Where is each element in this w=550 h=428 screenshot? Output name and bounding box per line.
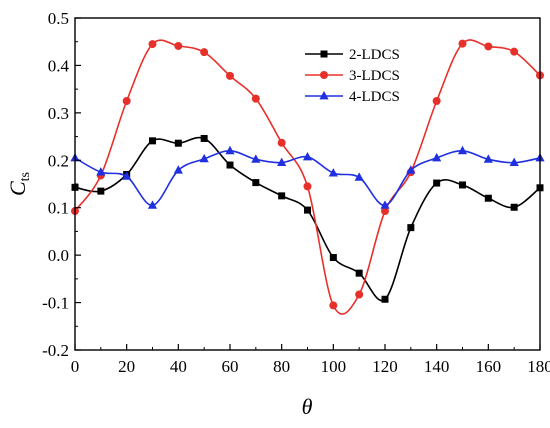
data-point-4-LDCS-60	[225, 145, 235, 155]
data-point-2-LDCS-60	[226, 161, 234, 169]
x-tick-label: 60	[222, 357, 239, 376]
data-point-2-LDCS-10	[97, 187, 105, 195]
y-tick-label: 0.5	[48, 9, 69, 28]
data-point-4-LDCS-170	[509, 157, 519, 167]
data-point-2-LDCS-120	[381, 295, 389, 303]
legend-marker	[320, 50, 328, 58]
x-tick-label: 0	[71, 357, 80, 376]
x-tick-label: 40	[170, 357, 187, 376]
data-point-4-LDCS-150	[457, 145, 468, 155]
x-tick-label: 80	[273, 357, 290, 376]
data-point-4-LDCS-100	[328, 168, 338, 177]
data-point-4-LDCS-50	[199, 153, 209, 163]
series-layer	[70, 39, 545, 315]
data-point-4-LDCS-70	[251, 154, 261, 163]
data-point-4-LDCS-110	[354, 172, 364, 181]
data-point-3-LDCS-100	[329, 301, 338, 310]
data-point-4-LDCS-10	[96, 167, 106, 176]
y-tick-label: 0.3	[48, 104, 69, 123]
data-point-2-LDCS-150	[459, 181, 466, 189]
y-axis-title: Cts	[5, 172, 33, 196]
data-point-3-LDCS-30	[148, 40, 157, 49]
data-point-3-LDCS-170	[510, 47, 519, 56]
y-axis-title-sub: ts	[18, 172, 33, 181]
data-point-3-LDCS-140	[432, 97, 441, 105]
data-point-2-LDCS-130	[407, 224, 415, 232]
data-point-4-LDCS-120	[380, 200, 390, 209]
x-tick-label: 20	[118, 357, 135, 376]
y-tick-label: 0.4	[48, 56, 70, 75]
data-point-2-LDCS-40	[174, 139, 182, 147]
y-tick-label: -0.2	[42, 341, 69, 360]
data-point-3-LDCS-160	[484, 42, 493, 51]
data-point-2-LDCS-140	[433, 179, 441, 187]
data-point-2-LDCS-160	[484, 194, 492, 202]
data-point-4-LDCS-80	[277, 157, 287, 167]
series-4-LDCS	[70, 145, 545, 209]
legend-label: 4-LDCS	[349, 89, 400, 105]
x-axis-title: θ	[302, 394, 313, 419]
y-tick-label: 0.1	[48, 199, 69, 218]
data-point-3-LDCS-70	[251, 94, 260, 103]
legend-item-3-LDCS: 3-LDCS	[305, 68, 400, 84]
data-point-2-LDCS-30	[149, 137, 156, 145]
x-tick-label: 120	[372, 357, 398, 376]
data-point-2-LDCS-80	[278, 192, 286, 200]
data-point-2-LDCS-90	[304, 206, 311, 214]
data-point-4-LDCS-40	[173, 165, 183, 174]
data-point-2-LDCS-170	[510, 203, 518, 211]
data-point-4-LDCS-20	[122, 171, 132, 180]
data-point-3-LDCS-90	[303, 182, 312, 191]
legend-item-2-LDCS: 2-LDCS	[305, 47, 400, 63]
x-tick-label: 180	[527, 357, 550, 376]
legend-marker	[320, 71, 328, 79]
data-point-3-LDCS-60	[226, 71, 234, 80]
data-point-2-LDCS-100	[329, 254, 337, 262]
y-tick-label: -0.1	[42, 294, 69, 313]
data-point-2-LDCS-70	[252, 179, 260, 187]
y-tick-label: 0.0	[48, 246, 69, 265]
y-axis-title-main: C	[5, 181, 30, 196]
series-line-3-LDCS	[74, 39, 541, 315]
legend-item-4-LDCS: 4-LDCS	[305, 89, 400, 105]
legend-label: 3-LDCS	[349, 68, 400, 84]
legend: 2-LDCS 3-LDCS 4-LDCS	[305, 47, 400, 105]
data-point-3-LDCS-120	[381, 207, 389, 216]
data-point-3-LDCS-110	[355, 290, 364, 299]
data-point-4-LDCS-130	[406, 165, 416, 174]
data-point-4-LDCS-30	[147, 200, 158, 209]
legend-marker	[319, 91, 329, 100]
data-point-3-LDCS-80	[277, 138, 286, 147]
data-point-3-LDCS-50	[200, 48, 209, 57]
x-tick-label: 100	[321, 357, 347, 376]
data-point-4-LDCS-90	[302, 151, 313, 161]
ticks-layer: 0 20 40 60 80 100 120 140 160 180 -0.2 -0.1 0.0 0.1 0.…	[42, 9, 550, 376]
legend-label: 2-LDCS	[349, 47, 400, 63]
data-point-3-LDCS-40	[174, 41, 183, 50]
data-point-3-LDCS-150	[458, 39, 467, 48]
series-3-LDCS	[71, 39, 544, 315]
series-line-2-LDCS	[74, 136, 541, 302]
data-point-2-LDCS-50	[200, 134, 208, 142]
data-point-4-LDCS-140	[432, 152, 442, 162]
data-point-4-LDCS-160	[483, 154, 493, 163]
y-tick-label: 0.2	[48, 151, 69, 170]
data-point-2-LDCS-110	[355, 269, 363, 277]
x-tick-label: 160	[476, 357, 502, 376]
x-tick-label: 140	[424, 357, 450, 376]
data-point-3-LDCS-20	[122, 97, 131, 105]
